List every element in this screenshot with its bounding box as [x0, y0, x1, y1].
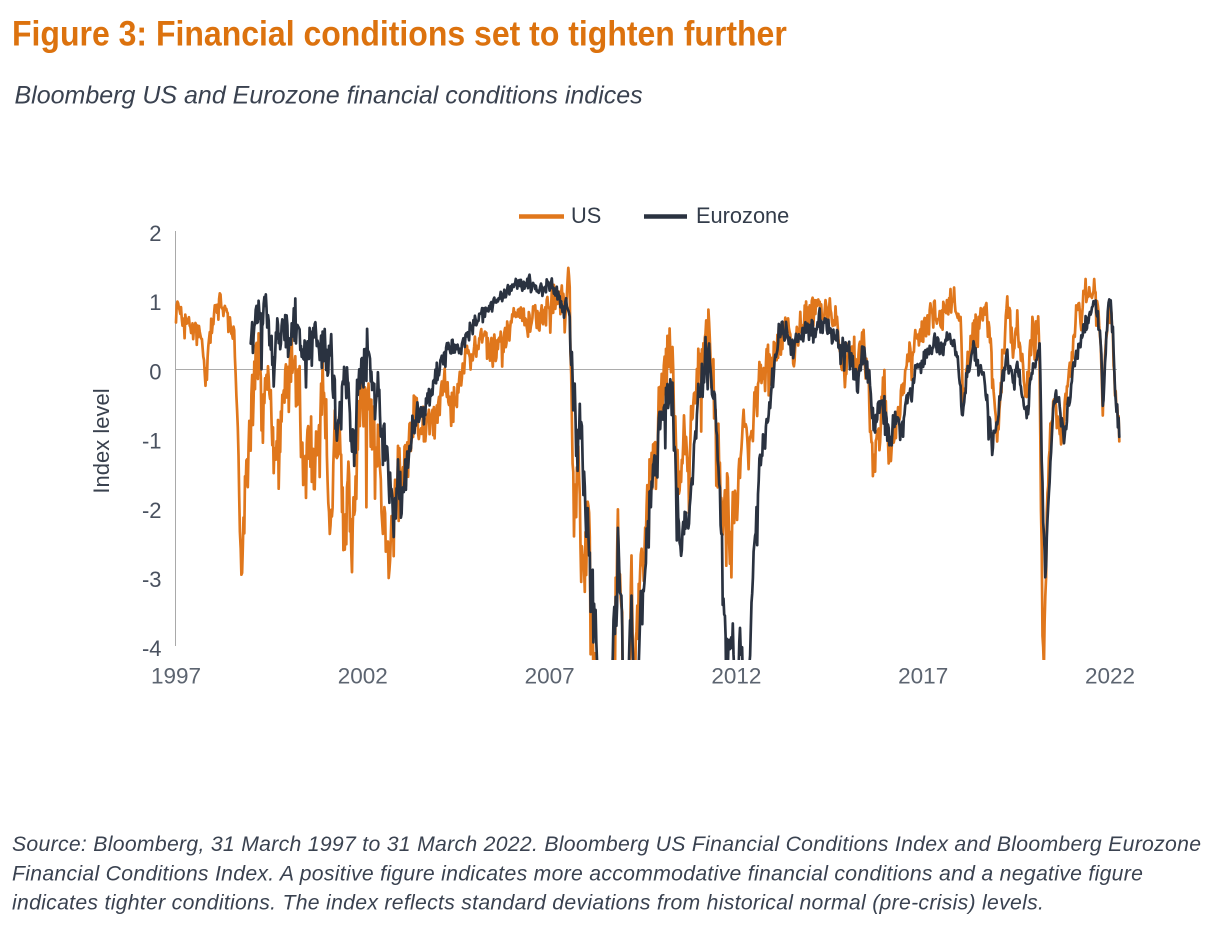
svg-text:US: US — [571, 203, 601, 228]
svg-text:2012: 2012 — [711, 664, 761, 689]
svg-text:2: 2 — [149, 221, 161, 246]
svg-text:Source: Bloomberg, 31 March 19: Source: Bloomberg, 31 March 1997 to 31 M… — [12, 833, 1201, 856]
svg-text:2017: 2017 — [898, 664, 948, 689]
svg-text:-1: -1 — [142, 429, 162, 454]
svg-text:2022: 2022 — [1085, 664, 1135, 689]
svg-text:0: 0 — [149, 359, 161, 384]
svg-text:2002: 2002 — [338, 664, 388, 689]
svg-text:Financial Conditions Index. A: Financial Conditions Index. A positive f… — [12, 863, 1143, 886]
svg-text:-4: -4 — [142, 636, 162, 661]
svg-text:-3: -3 — [142, 567, 162, 592]
svg-text:Bloomberg US and Eurozone fina: Bloomberg US and Eurozone financial cond… — [15, 81, 643, 109]
svg-text:Figure 3: Financial conditions: Figure 3: Financial conditions set to ti… — [12, 15, 787, 54]
svg-text:indicates tighter conditions.: indicates tighter conditions. The index … — [12, 892, 1044, 915]
svg-text:1: 1 — [149, 290, 161, 315]
svg-text:Eurozone: Eurozone — [696, 203, 789, 228]
svg-text:-2: -2 — [142, 498, 162, 523]
svg-text:Index level: Index level — [89, 388, 114, 493]
svg-text:2007: 2007 — [525, 664, 575, 689]
svg-text:1997: 1997 — [151, 664, 201, 689]
